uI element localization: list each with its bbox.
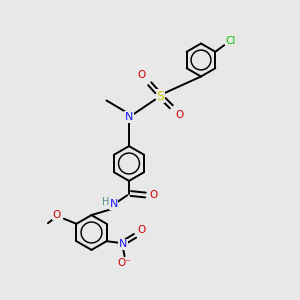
Text: O: O — [150, 190, 158, 200]
Text: O⁻: O⁻ — [118, 258, 131, 268]
Text: O: O — [176, 110, 184, 120]
Text: O: O — [137, 70, 146, 80]
Text: Cl: Cl — [225, 36, 236, 46]
Text: O: O — [137, 225, 146, 235]
Text: N: N — [119, 239, 127, 249]
Text: H: H — [102, 196, 110, 207]
Text: N: N — [125, 112, 133, 122]
Text: O: O — [52, 210, 61, 220]
Text: S: S — [157, 89, 164, 103]
Text: N: N — [110, 199, 118, 209]
